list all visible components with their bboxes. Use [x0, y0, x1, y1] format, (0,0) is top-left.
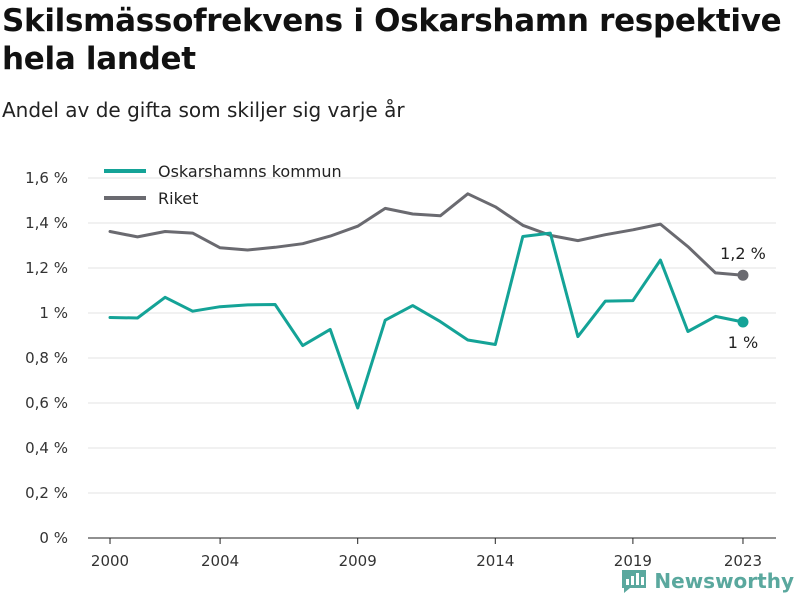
y-tick-label: 0 % [39, 529, 68, 547]
y-tick-label: 0,4 % [25, 439, 68, 457]
brand-name: Newsworthy [654, 569, 794, 593]
legend-label: Riket [158, 189, 198, 208]
series-line-1 [108, 192, 745, 277]
brand-logo: Newsworthy [620, 568, 794, 594]
y-axis-ticks: 0 % 0,2 % 0,4 % 0,6 % 0,8 % 1 % 1,2 % 1,4 % 1,6 … [25, 169, 68, 547]
x-tick-label: 2014 [476, 552, 514, 570]
x-tick-label: 2023 [724, 552, 762, 570]
legend: Oskarshamns kommun Riket [104, 162, 342, 208]
chart-title: Skilsmässofrekvens i Oskarshamn respekti… [2, 3, 782, 77]
x-tick-label: 2019 [614, 552, 652, 570]
series-end-label: 1 % [728, 333, 758, 352]
x-tick-label: 2004 [201, 552, 239, 570]
x-tick-label: 2000 [91, 552, 129, 570]
series-end-marker [737, 316, 749, 328]
x-tick-label: 2009 [339, 552, 377, 570]
y-tick-label: 1,2 % [25, 259, 68, 277]
grid-lines [88, 177, 776, 494]
y-tick-label: 0,6 % [25, 394, 68, 412]
chart-subtitle: Andel av de gifta som skiljer sig varje … [2, 98, 405, 122]
series-end-label: 1,2 % [720, 244, 766, 263]
y-tick-label: 0,2 % [25, 484, 68, 502]
y-tick-label: 1 % [39, 304, 68, 322]
y-tick-label: 1,4 % [25, 214, 68, 232]
x-axis-ticks: 2000 2004 2009 2014 2019 2023 [91, 538, 762, 570]
series-line-0 [108, 231, 745, 410]
newsworthy-logo-icon [622, 570, 647, 593]
series-lines: 1,2 % 1 % [108, 192, 766, 410]
y-tick-label: 1,6 % [25, 169, 68, 187]
y-tick-label: 0,8 % [25, 349, 68, 367]
series-end-marker [737, 269, 749, 281]
legend-label: Oskarshamns kommun [158, 162, 342, 181]
